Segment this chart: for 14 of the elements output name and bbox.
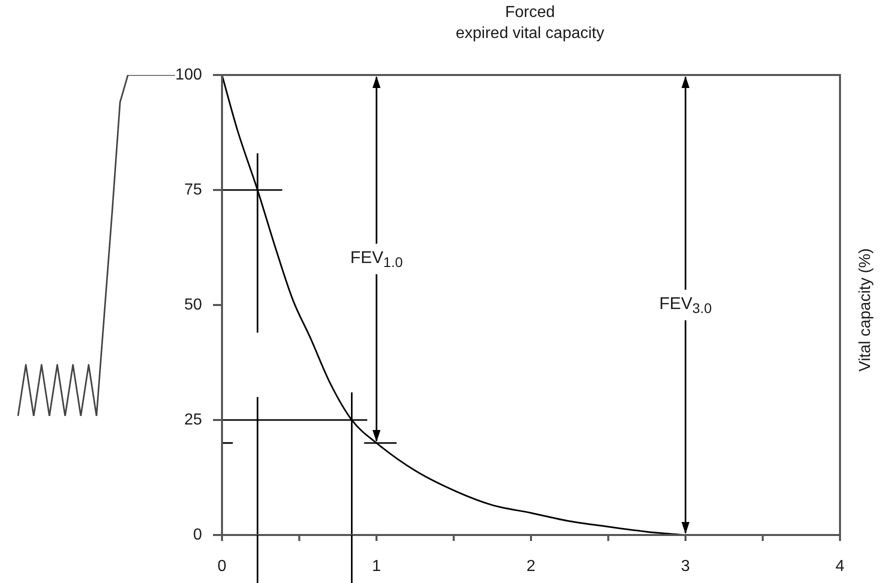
x-tick-label: 4 [836, 558, 845, 576]
x-tick-label: 3 [681, 558, 690, 576]
x-tick-label: 0 [218, 558, 227, 576]
y-tick-label: 0 [193, 526, 202, 544]
y-tick-label: 25 [184, 411, 202, 428]
y-tick-label: 100 [175, 66, 202, 84]
y-axis-title: Vital capacity (%) [857, 248, 875, 372]
annotation: FEV$_{3.0}$ [659, 292, 712, 318]
y-tick-label: 75 [184, 181, 202, 198]
x-tick-label: 1 [372, 558, 382, 576]
annotation: FEV$_{1.0}$ [350, 246, 403, 272]
y-tick-label: 50 [184, 296, 202, 314]
x-tick-label: 2 [526, 558, 536, 576]
chart-title: Forced expired vital capacity [454, 3, 606, 44]
